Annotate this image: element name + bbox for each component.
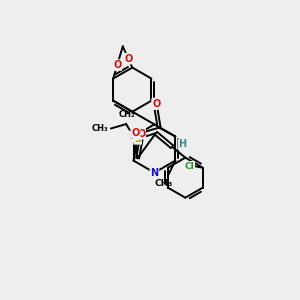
Text: Cl: Cl (184, 162, 194, 171)
Text: O: O (113, 60, 121, 70)
Text: CH₃: CH₃ (154, 179, 173, 188)
Text: H: H (178, 140, 186, 149)
Text: O: O (152, 99, 160, 109)
Text: O: O (131, 128, 140, 138)
Text: N: N (150, 168, 158, 178)
Text: O: O (124, 54, 132, 64)
Text: CH₃: CH₃ (91, 124, 108, 133)
Text: O: O (137, 129, 145, 139)
Text: CH₂: CH₂ (118, 110, 135, 119)
Text: N: N (129, 131, 138, 142)
Text: S: S (134, 134, 141, 144)
